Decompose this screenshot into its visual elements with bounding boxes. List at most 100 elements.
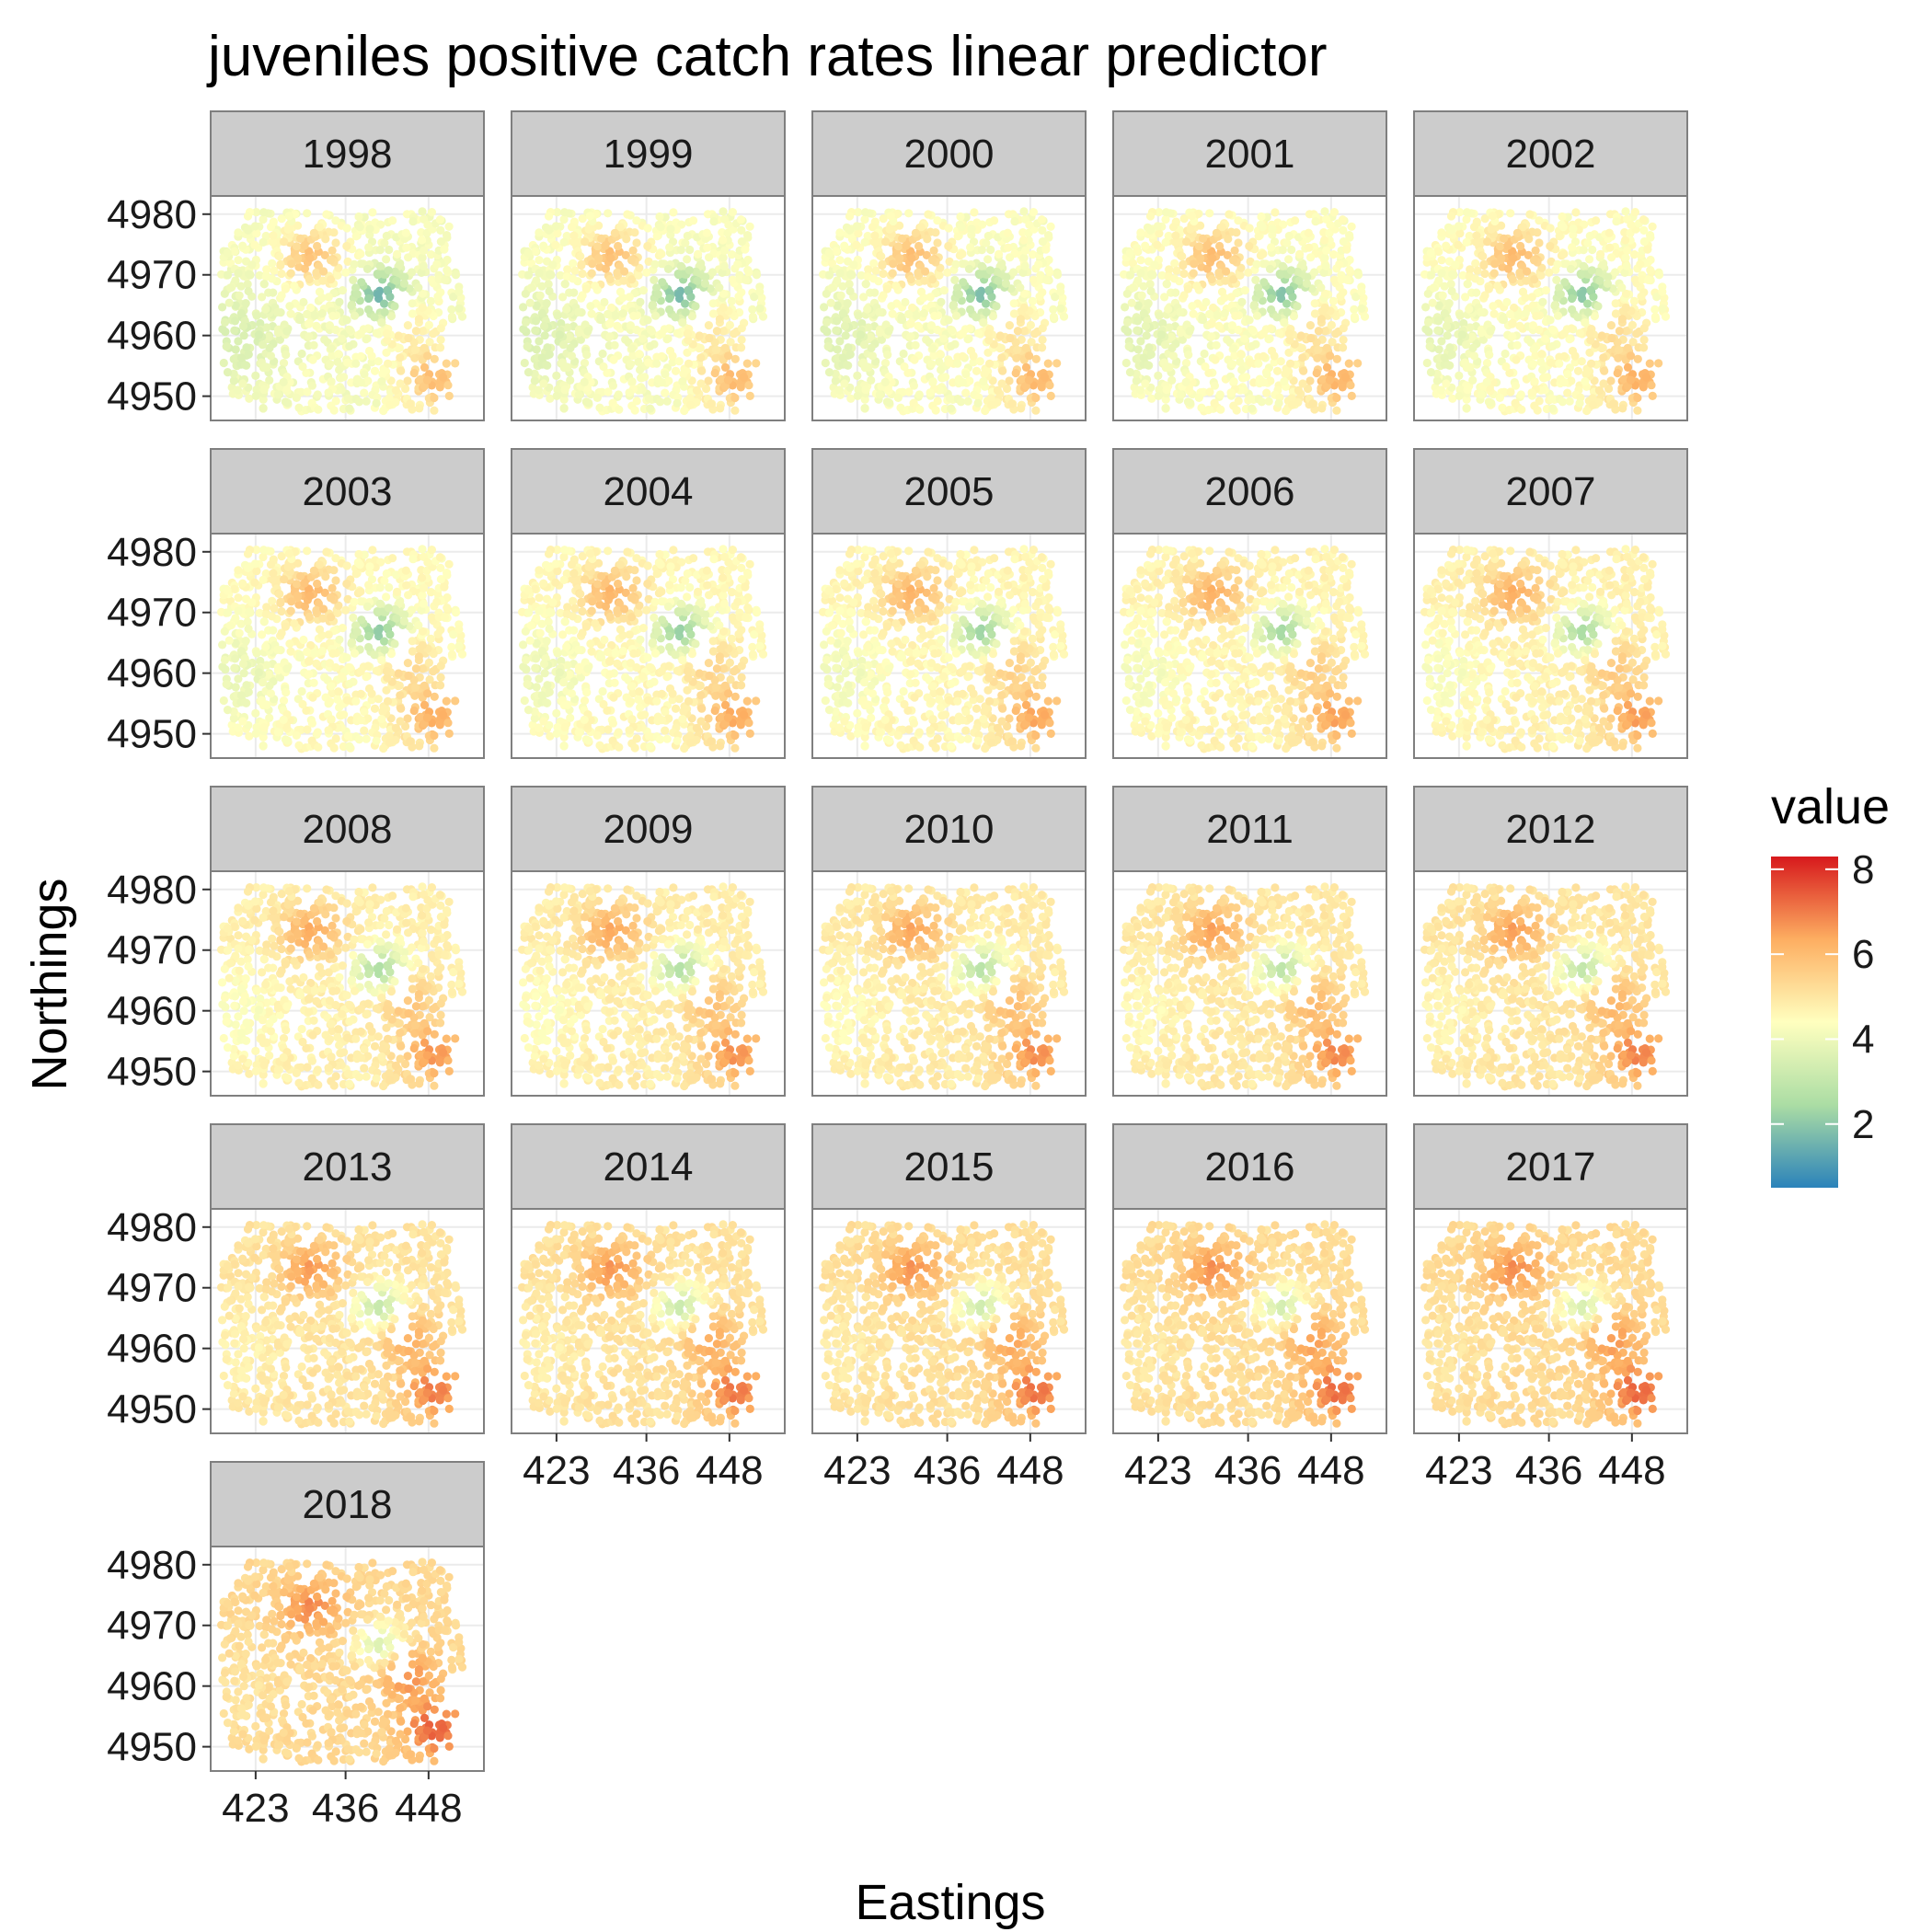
data-point (845, 350, 855, 359)
data-point (605, 274, 615, 284)
data-point (264, 332, 273, 341)
data-point (584, 224, 593, 234)
data-point (526, 283, 536, 293)
data-point (1621, 236, 1630, 245)
data-point (259, 280, 269, 289)
data-point (305, 332, 314, 341)
data-point (270, 266, 279, 275)
data-point (1259, 351, 1268, 361)
data-point (338, 286, 347, 295)
data-point (1508, 332, 1517, 341)
data-point (705, 253, 714, 262)
data-point (1353, 270, 1363, 280)
data-point (614, 241, 623, 251)
data-point (261, 231, 270, 241)
data-point (1566, 264, 1576, 273)
data-point (966, 305, 975, 315)
data-point (926, 360, 937, 369)
data-point (1311, 217, 1320, 226)
data-point (1548, 404, 1558, 413)
data-point (519, 325, 528, 334)
data-point (286, 269, 295, 278)
data-point (1627, 220, 1636, 229)
data-point (1259, 329, 1268, 339)
data-point (1621, 253, 1630, 262)
data-point (1541, 334, 1550, 343)
data-point (362, 335, 371, 344)
data-point (1661, 312, 1671, 321)
data-point (1154, 391, 1163, 400)
data-point (592, 393, 602, 402)
data-point (609, 355, 618, 364)
data-point (247, 260, 257, 270)
data-point (859, 340, 869, 350)
data-point (1216, 405, 1225, 414)
data-point (552, 391, 561, 400)
data-point (409, 338, 419, 347)
data-point (251, 391, 260, 400)
data-point (1264, 397, 1273, 406)
data-point (930, 311, 939, 320)
data-point (943, 268, 952, 277)
data-point (285, 302, 294, 311)
data-point (1447, 225, 1456, 235)
data-point (840, 321, 850, 331)
data-point (406, 399, 415, 408)
data-point (380, 637, 389, 646)
data-point (411, 327, 420, 336)
facet-panel-2000: 2000 (811, 110, 1087, 421)
data-point (983, 328, 993, 339)
data-point (1350, 312, 1359, 321)
data-point (1234, 238, 1243, 247)
data-point (258, 293, 267, 302)
data-point (694, 249, 703, 259)
data-point (430, 406, 439, 415)
data-point (268, 274, 277, 283)
data-point (937, 297, 946, 306)
data-point (1335, 259, 1344, 269)
data-point (259, 742, 268, 751)
data-point (686, 400, 696, 409)
data-point (823, 342, 833, 351)
data-point (1254, 359, 1263, 368)
data-point (1644, 275, 1653, 284)
data-point (673, 398, 682, 408)
data-point (665, 293, 674, 304)
data-point (1627, 351, 1636, 361)
data-point (1137, 291, 1146, 300)
data-point (422, 375, 431, 385)
data-point (250, 222, 259, 231)
data-point (535, 256, 544, 265)
data-point (740, 373, 749, 382)
data-point (355, 296, 364, 305)
data-point (1559, 329, 1569, 339)
data-point (537, 309, 547, 318)
data-point (566, 375, 575, 385)
data-point (1353, 359, 1363, 368)
data-point (1645, 359, 1654, 368)
data-point (867, 375, 876, 385)
data-point (1278, 246, 1287, 255)
data-point (259, 214, 268, 224)
data-point (604, 209, 613, 218)
data-point (1583, 299, 1593, 308)
data-point (618, 309, 627, 318)
data-point (1221, 276, 1230, 285)
data-point (864, 265, 873, 274)
data-point (723, 375, 733, 385)
data-point (1237, 297, 1247, 306)
data-point (1477, 328, 1486, 338)
data-point (1639, 343, 1649, 352)
data-point (343, 257, 352, 266)
data-point (292, 730, 301, 741)
data-point (926, 293, 935, 302)
data-point (935, 270, 944, 280)
data-point (1049, 305, 1058, 314)
data-point (1251, 275, 1260, 284)
data-point (351, 232, 361, 241)
data-point (885, 398, 894, 408)
data-point (293, 254, 303, 263)
data-point (1236, 270, 1245, 280)
data-point (1577, 357, 1586, 366)
data-point (1486, 327, 1495, 336)
